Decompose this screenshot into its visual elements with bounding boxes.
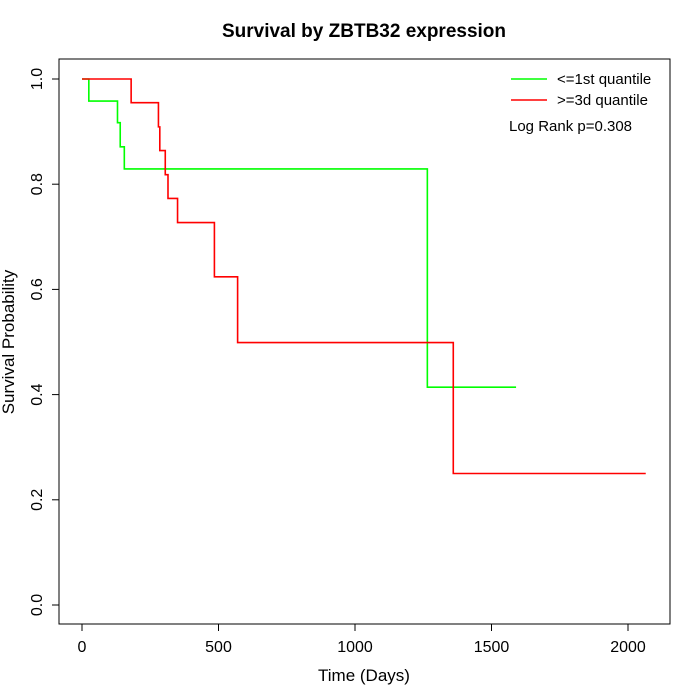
y-tick-label: 0.4 xyxy=(29,383,46,405)
series-layer xyxy=(82,78,646,475)
log-rank-annotation: Log Rank p=0.308 xyxy=(509,118,632,135)
y-axis-label: Survival Probability xyxy=(0,269,18,414)
x-axis-label: Time (Days) xyxy=(318,666,410,685)
legend-label-series-1: <=1st quantile xyxy=(557,71,651,88)
y-tick-label: 1.0 xyxy=(29,68,46,90)
y-tick-label: 0.6 xyxy=(29,278,46,300)
plot-frame xyxy=(58,58,671,625)
survival-curve-series-1 xyxy=(82,78,517,389)
y-tick-label: 0.2 xyxy=(29,489,46,511)
y-axis: 0.0 0.2 0.4 0.6 0.8 1.0 xyxy=(29,68,60,616)
chart-title: Survival by ZBTB32 expression xyxy=(222,21,506,42)
survival-curve-series-2 xyxy=(82,78,646,475)
x-axis: 0 500 1000 1500 2000 xyxy=(78,623,646,656)
y-tick-label: 0.8 xyxy=(29,173,46,195)
x-tick-label: 2000 xyxy=(610,639,646,656)
x-tick-label: 1000 xyxy=(337,639,373,656)
y-tick-label: 0.0 xyxy=(29,594,46,616)
legend: <=1st quantile >=3d quantile xyxy=(511,71,651,109)
legend-label-series-2: >=3d quantile xyxy=(557,92,648,109)
x-tick-label: 1500 xyxy=(474,639,510,656)
x-tick-label: 0 xyxy=(78,639,87,656)
x-tick-label: 500 xyxy=(205,639,232,656)
